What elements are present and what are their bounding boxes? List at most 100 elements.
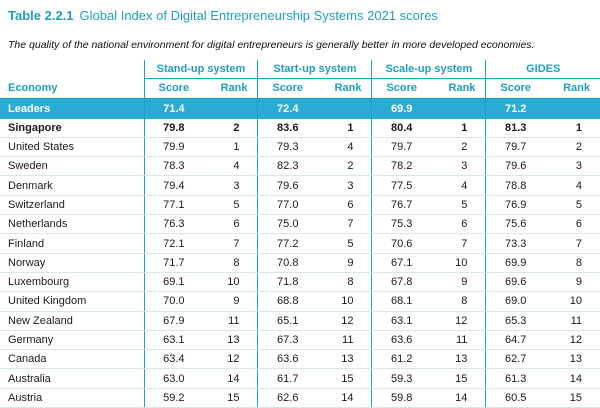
group-header-standup: Stand-up system [143, 60, 258, 80]
table-title: Table 2.2.1 Global Index of Digital Entre… [8, 8, 438, 24]
score-cell: 76.3 [143, 214, 204, 235]
rank-cell: 4 [203, 156, 258, 177]
economy-cell: Singapore [0, 118, 145, 138]
rank-cell: 10 [544, 291, 600, 312]
table-row: Switzerland 77.1 5 77.0 6 76.7 5 76.9 5 [0, 195, 600, 216]
score-cell: 77.0 [257, 195, 318, 216]
column-header-score: Score [371, 78, 431, 99]
score-cell: 59.8 [371, 388, 431, 408]
rank-cell: 9 [203, 291, 258, 312]
rank-cell: 13 [431, 349, 486, 370]
score-cell: 76.7 [371, 195, 431, 216]
column-header-rank: Rank [544, 78, 600, 99]
score-cell: 72.1 [143, 233, 204, 254]
score-cell: 63.0 [143, 368, 204, 389]
rank-cell: 6 [317, 195, 372, 216]
economy-cell: Finland [0, 233, 145, 254]
rank-cell: 9 [317, 253, 372, 273]
score-cell: 62.7 [485, 349, 545, 370]
rank-cell: 12 [317, 311, 372, 331]
score-cell: 71.8 [257, 272, 318, 293]
score-cell: 70.6 [371, 233, 431, 254]
score-cell: 83.6 [257, 118, 318, 138]
rank-cell: 12 [544, 330, 600, 351]
rank-cell: 10 [317, 291, 372, 312]
table-row: Singapore 79.8 2 83.6 1 80.4 1 81.3 1 [0, 118, 600, 138]
economy-cell: Switzerland [0, 195, 145, 216]
score-cell: 59.2 [143, 388, 204, 408]
economy-cell: Germany [0, 330, 145, 351]
column-header-rank: Rank [431, 78, 486, 99]
score-cell: 75.3 [371, 214, 431, 235]
group-header-gides: GIDES [485, 60, 600, 80]
rank-cell: 14 [544, 368, 600, 389]
rank-cell: 3 [317, 175, 372, 196]
score-cell: 82.3 [257, 156, 318, 177]
leaders-rank-empty [431, 98, 486, 119]
rank-cell: 5 [431, 195, 486, 216]
rank-cell: 3 [203, 175, 258, 196]
group-header-scaleup: Scale-up system [371, 60, 486, 80]
rank-cell: 15 [317, 368, 372, 389]
rank-cell: 6 [431, 214, 486, 235]
rank-cell: 13 [203, 330, 258, 351]
score-cell: 79.8 [143, 118, 204, 138]
score-cell: 77.2 [257, 233, 318, 254]
economy-cell: Canada [0, 349, 145, 370]
score-cell: 69.9 [485, 253, 545, 273]
table-row: Finland 72.1 7 77.2 5 70.6 7 73.3 7 [0, 233, 600, 254]
score-cell: 78.8 [485, 175, 545, 196]
rank-cell: 12 [203, 349, 258, 370]
group-header-blank [0, 60, 144, 79]
rank-cell: 12 [431, 311, 486, 331]
rank-cell: 11 [544, 311, 600, 331]
score-cell: 61.3 [485, 368, 545, 389]
score-cell: 77.1 [143, 195, 204, 216]
column-header-score: Score [143, 78, 204, 99]
rank-cell: 14 [431, 388, 486, 408]
rank-cell: 1 [431, 118, 486, 138]
rank-cell: 1 [544, 118, 600, 138]
rank-cell: 11 [317, 330, 372, 351]
rank-cell: 11 [431, 330, 486, 351]
table-row: Australia 63.0 14 61.7 15 59.3 15 61.3 14 [0, 368, 600, 389]
score-cell: 77.5 [371, 175, 431, 196]
score-cell: 79.3 [257, 137, 318, 158]
table-title-text: Global Index of Digital Entrepreneurship… [79, 8, 438, 23]
leaders-label: Leaders [0, 98, 145, 119]
economy-cell: United Kingdom [0, 291, 145, 312]
score-cell: 60.5 [485, 388, 545, 408]
score-cell: 79.6 [257, 175, 318, 196]
rank-cell: 8 [431, 291, 486, 312]
score-cell: 67.8 [371, 272, 431, 293]
table-row: Luxembourg 69.1 10 71.8 8 67.8 9 69.6 9 [0, 272, 600, 293]
column-header-score: Score [485, 78, 545, 99]
rank-cell: 2 [203, 118, 258, 138]
column-header-economy: Economy [0, 78, 145, 99]
rank-cell: 2 [317, 156, 372, 177]
score-cell: 78.3 [143, 156, 204, 177]
score-cell: 61.2 [371, 349, 431, 370]
score-cell: 71.7 [143, 253, 204, 273]
rank-cell: 6 [203, 214, 258, 235]
table-row: Netherlands 76.3 6 75.0 7 75.3 6 75.6 6 [0, 214, 600, 235]
score-cell: 63.1 [143, 330, 204, 351]
rank-cell: 1 [317, 118, 372, 138]
score-cell: 63.1 [371, 311, 431, 331]
rank-cell: 5 [544, 195, 600, 216]
table-row: United Kingdom 70.0 9 68.8 10 68.1 8 69.0 10 [0, 291, 600, 312]
table-row: Canada 63.4 12 63.6 13 61.2 13 62.7 13 [0, 349, 600, 370]
economy-cell: Netherlands [0, 214, 145, 235]
group-header-startup: Start-up system [257, 60, 372, 80]
column-header-row: Economy Score Rank Score Rank Score Rank… [0, 78, 600, 99]
score-cell: 79.4 [143, 175, 204, 196]
score-cell: 62.6 [257, 388, 318, 408]
score-cell: 73.3 [485, 233, 545, 254]
score-cell: 61.7 [257, 368, 318, 389]
rank-cell: 5 [317, 233, 372, 254]
leaders-rank-empty [544, 98, 600, 119]
leaders-score-standup: 71.4 [143, 98, 204, 119]
rank-cell: 14 [203, 368, 258, 389]
economy-cell: Luxembourg [0, 272, 145, 293]
